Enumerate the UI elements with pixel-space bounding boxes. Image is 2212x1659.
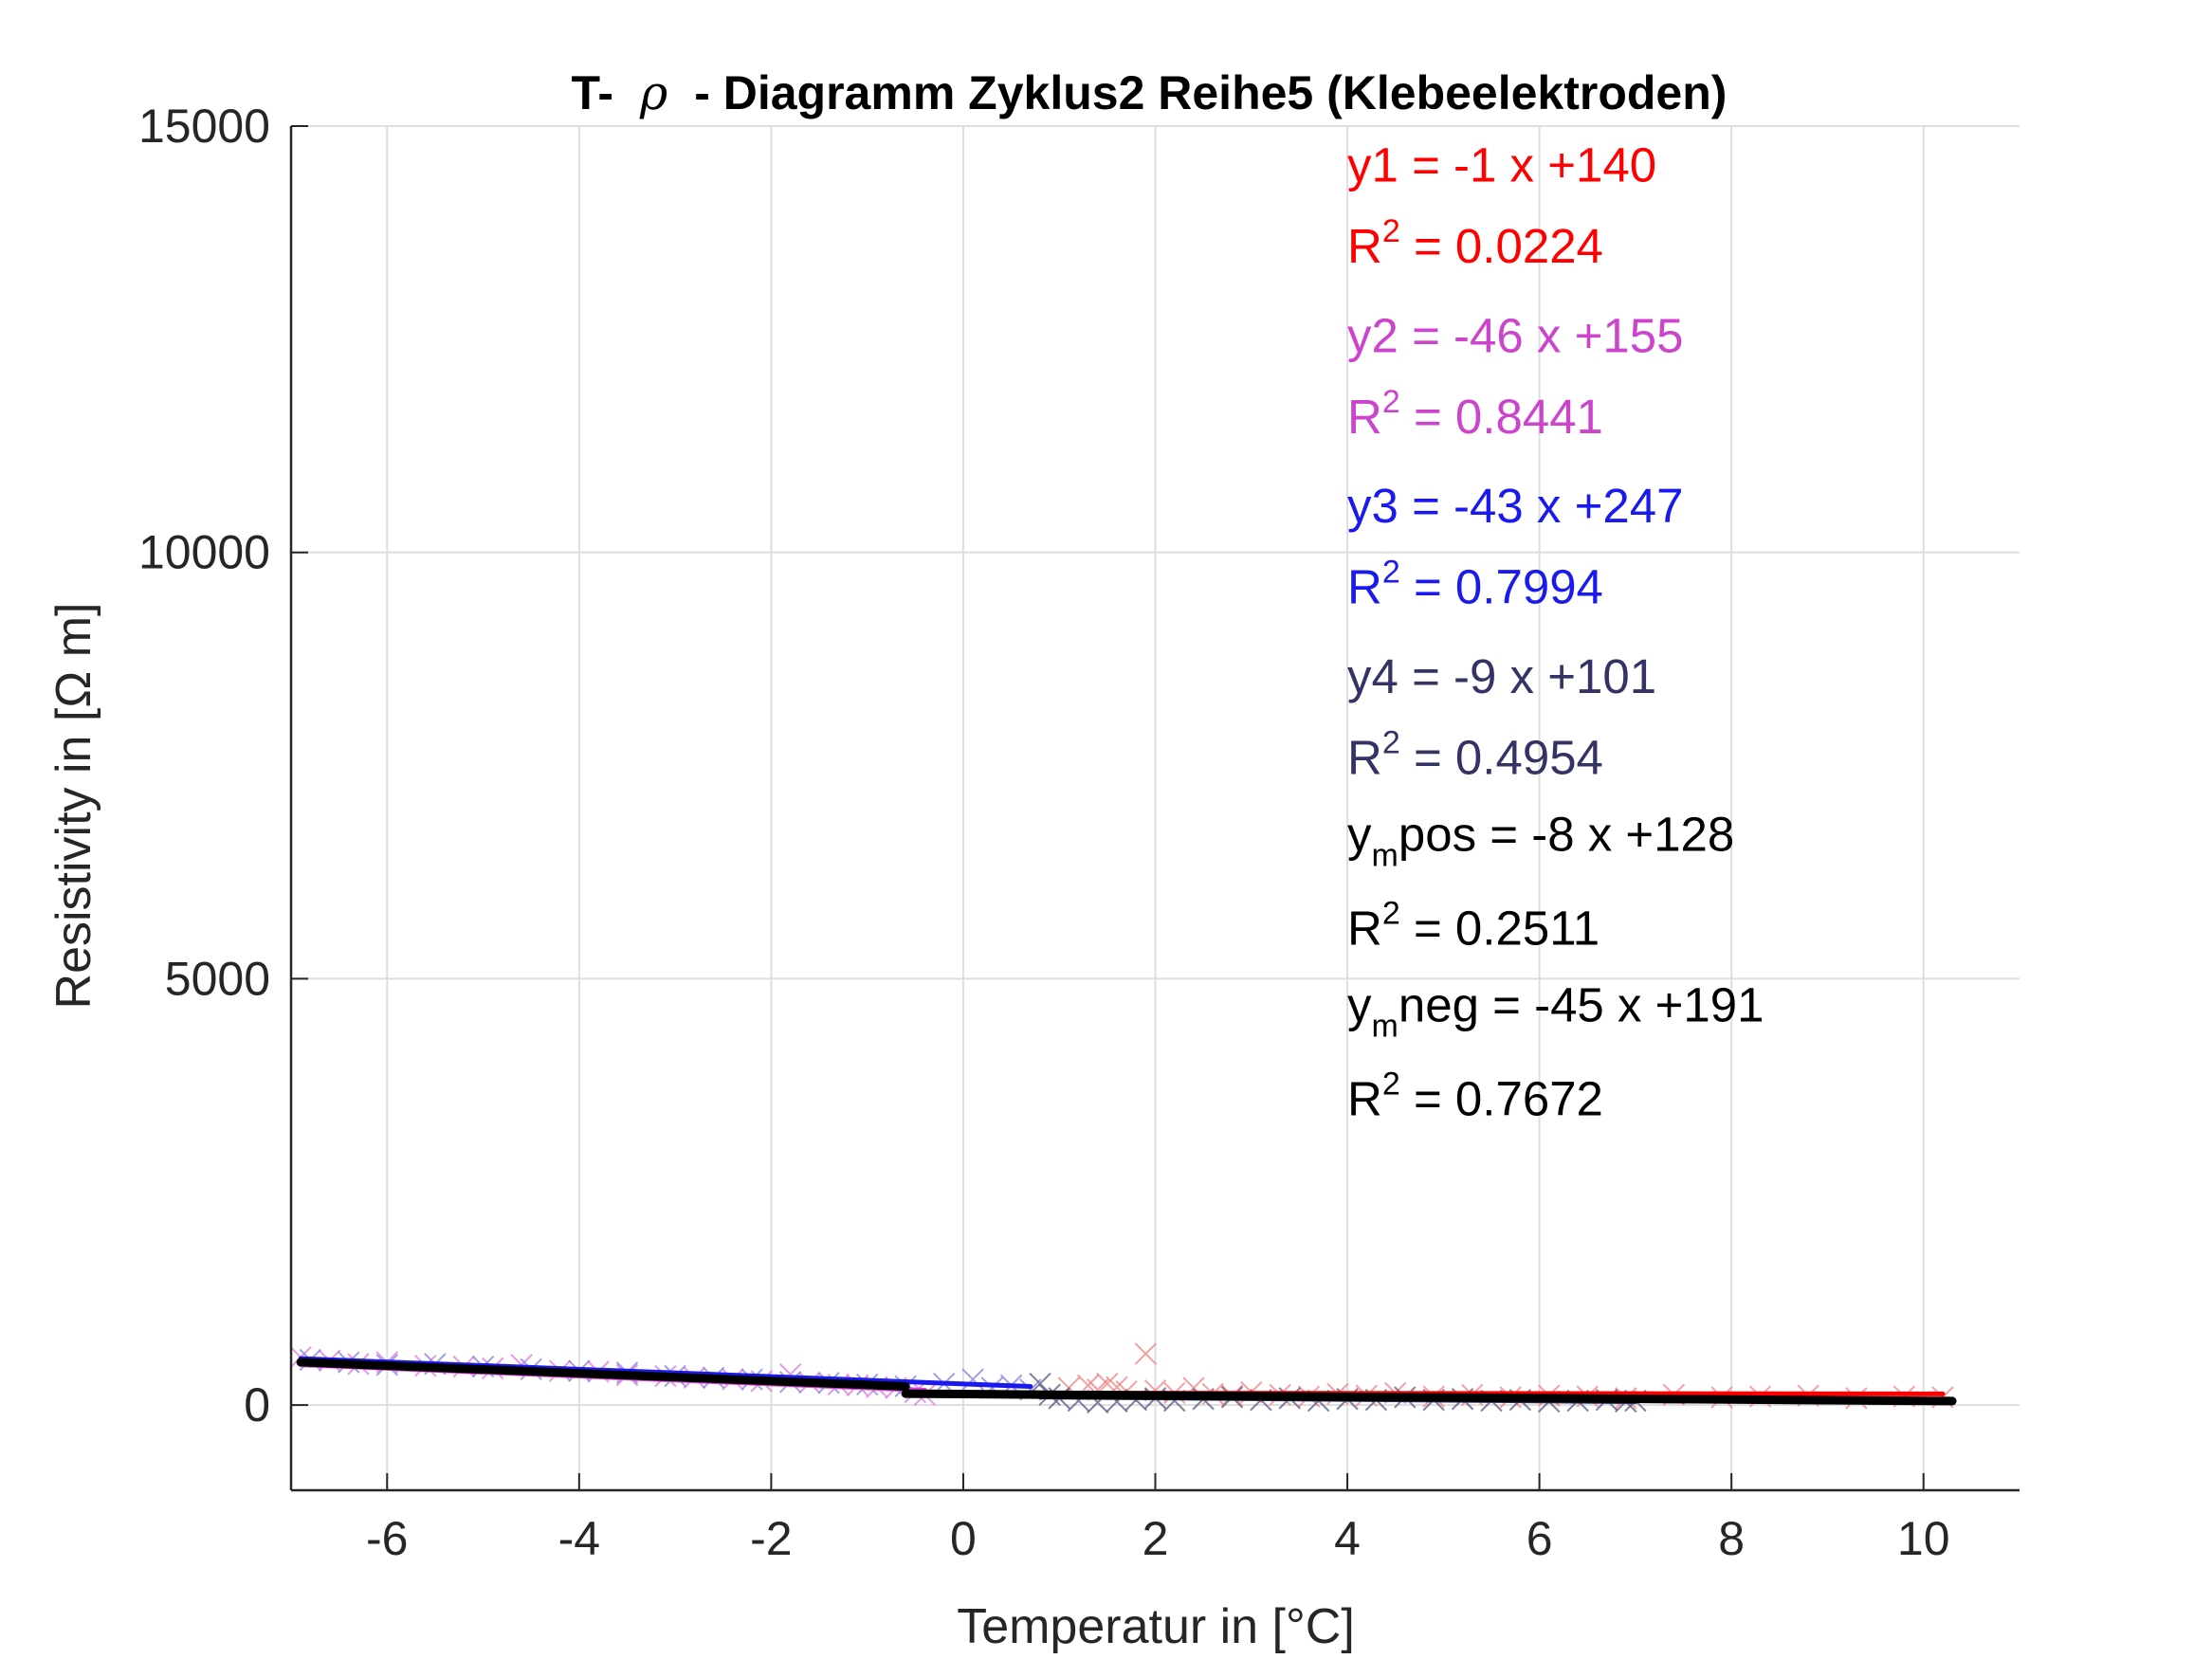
x-tick-label: 2	[1143, 1512, 1169, 1565]
x-tick-label: -2	[750, 1512, 792, 1565]
x-axis-label: Temperatur in [°C]	[957, 1599, 1355, 1654]
x-tick-label: 8	[1718, 1512, 1745, 1565]
fit-equation-label: y3 = -43 x +247	[1347, 479, 1683, 533]
grid	[291, 125, 2020, 1490]
chart-title-prefix: T-	[572, 66, 613, 119]
fit-equation-label: R2 = 0.8441	[1347, 384, 1603, 444]
chart-title: T- ρ - Diagramm Zyklus2 Reihe5 (Klebeele…	[572, 65, 1728, 120]
x-tick-label: 0	[950, 1512, 977, 1565]
y-tick-label: 15000	[138, 100, 270, 153]
fit-lines	[296, 1356, 1957, 1406]
annotations: y1 = -1 x +140 R2 = 0.0224 y2 = -46 x +155…	[1347, 137, 1764, 1125]
fit-equation-label: y4 = -9 x +101	[1347, 649, 1656, 703]
x-tick-label: 6	[1526, 1512, 1553, 1565]
chart-title-suffix: - Diagramm Zyklus2 Reihe5 (Klebeelektrod…	[694, 66, 1727, 119]
fit-equation-label: R2 = 0.4954	[1347, 725, 1603, 785]
fit-equation-label: ympos = -8 x +128	[1347, 807, 1734, 873]
x-tick-label: 10	[1897, 1512, 1950, 1565]
y-tick-label: 5000	[165, 952, 270, 1005]
y-axis-label: Resistivity in [Ω m]	[46, 603, 101, 1010]
x-tick-label: 4	[1334, 1512, 1361, 1565]
fit-equation-label: y1 = -1 x +140	[1347, 137, 1656, 191]
fit-line	[296, 1358, 910, 1391]
fit-line	[901, 1389, 1957, 1406]
y-tick-label: 10000	[138, 526, 270, 579]
x-tick-label: -4	[558, 1512, 600, 1565]
fit-equation-label: R2 = 0.7994	[1347, 555, 1603, 614]
fit-equation-label: R2 = 0.0224	[1347, 213, 1603, 273]
axes	[289, 125, 2020, 1492]
fit-equation-label: y2 = -46 x +155	[1347, 308, 1683, 362]
chart-title-symbol: ρ	[639, 65, 668, 120]
tick-labels: -6 -4 -2 0 2 4 6 8 10 0 5000 10000 15000	[138, 100, 1950, 1565]
fit-equation-label: ymneg = -45 x +191	[1347, 977, 1764, 1044]
data-point	[1134, 1342, 1158, 1365]
fit-equation-label: R2 = 0.7672	[1347, 1066, 1603, 1125]
fit-equation-label: R2 = 0.2511	[1347, 895, 1600, 955]
y-tick-label: 0	[244, 1378, 270, 1431]
x-tick-label: -6	[366, 1512, 408, 1565]
